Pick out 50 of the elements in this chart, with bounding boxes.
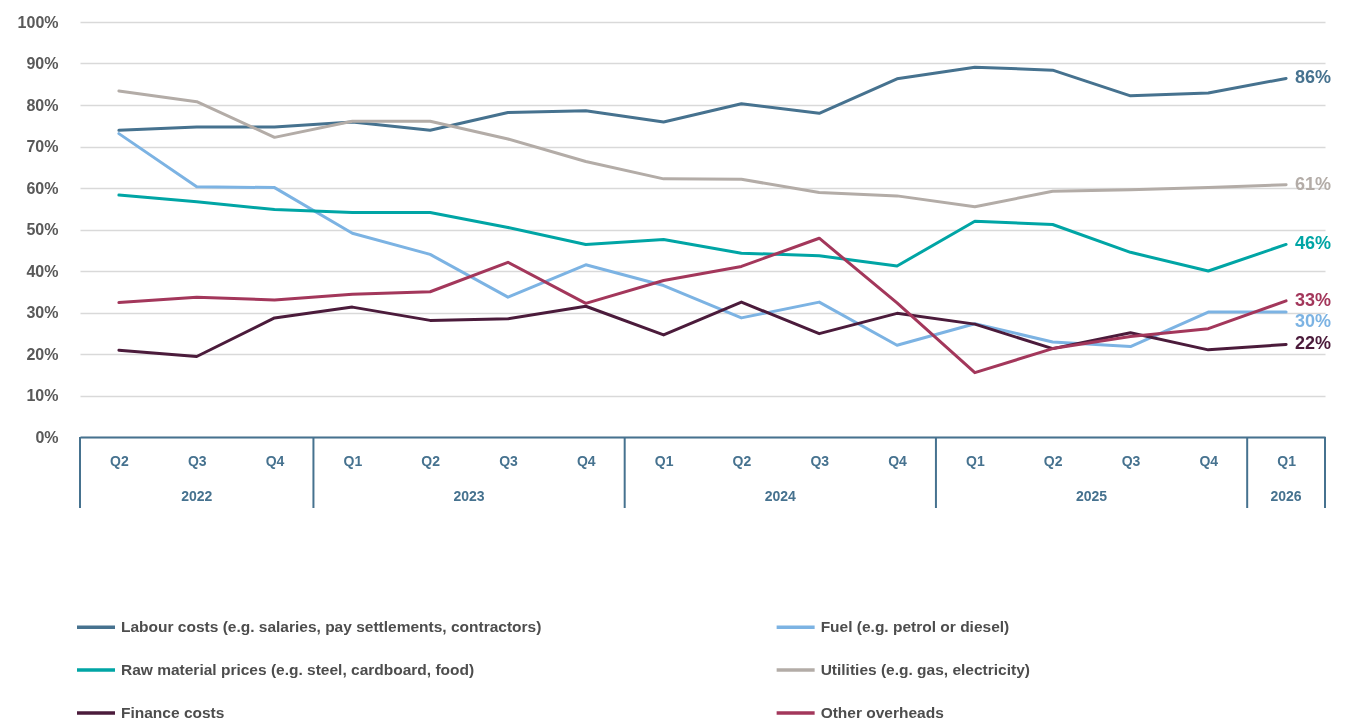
text: 2026	[1270, 488, 1302, 504]
legend-label: Labour costs (e.g. salaries, pay settlements, contractors)	[121, 618, 542, 636]
x-tick-label: Q4	[888, 452, 908, 469]
data-label: 46%	[1295, 233, 1332, 254]
y-tick-label: 30%	[26, 304, 59, 321]
legend-label: Fuel (e.g. petrol or diesel)	[820, 618, 1010, 636]
y-tick-label: 20%	[26, 345, 59, 363]
legend-label: Other overheads	[820, 704, 944, 721]
y-tick-label: 90%	[26, 55, 59, 72]
x-tick-label: Q4	[576, 452, 596, 469]
line-series	[117, 300, 1288, 358]
y-tick-label: 10%	[26, 387, 59, 404]
text: 2025	[1075, 488, 1108, 504]
text: 2023	[453, 488, 485, 504]
legend-label: Utilities (e.g. gas, electricity)	[820, 661, 1030, 678]
x-tick-label: Q3	[187, 452, 207, 469]
line-series	[117, 236, 1288, 375]
line-series	[117, 89, 1288, 209]
y-tick-label: 80%	[26, 96, 59, 114]
y-tick-label: 40%	[26, 262, 59, 280]
y-tick-label: 50%	[26, 221, 59, 238]
x-tick-label: Q3	[810, 452, 830, 469]
legend-label: Raw material prices (e.g. steel, cardboard, food)	[121, 661, 475, 678]
y-tick-label: 100%	[17, 13, 59, 31]
data-label: 22%	[1295, 333, 1332, 354]
data-label: 61%	[1295, 173, 1332, 194]
x-tick-label: Q2	[110, 452, 129, 469]
x-tick-label: Q2	[1043, 452, 1063, 469]
x-tick-label: Q3	[1121, 452, 1141, 469]
y-tick-label: 60%	[26, 179, 59, 197]
x-tick-label: Q2	[732, 452, 752, 469]
y-tick-label: 0%	[35, 428, 59, 446]
y-tick-label: 70%	[26, 138, 59, 155]
data-label: 86%	[1295, 67, 1332, 88]
line-series	[117, 65, 1288, 132]
x-tick-label: Q1	[1277, 452, 1297, 469]
x-tick-label: Q1	[654, 452, 674, 469]
x-tick-label: Q3	[499, 452, 519, 469]
x-tick-label: Q4	[1199, 452, 1219, 469]
data-label: 30%	[1295, 310, 1332, 331]
x-tick-label: Q1	[966, 452, 985, 469]
x-tick-label: Q1	[343, 452, 363, 469]
text: 2024	[764, 488, 797, 504]
line-series	[117, 132, 1288, 349]
x-tick-label: Q2	[421, 452, 441, 469]
text: 2022	[181, 488, 213, 504]
x-tick-label: Q4	[265, 452, 285, 469]
data-label: 33%	[1295, 289, 1332, 310]
legend-label: Finance costs	[121, 704, 225, 721]
line-series	[117, 193, 1288, 273]
